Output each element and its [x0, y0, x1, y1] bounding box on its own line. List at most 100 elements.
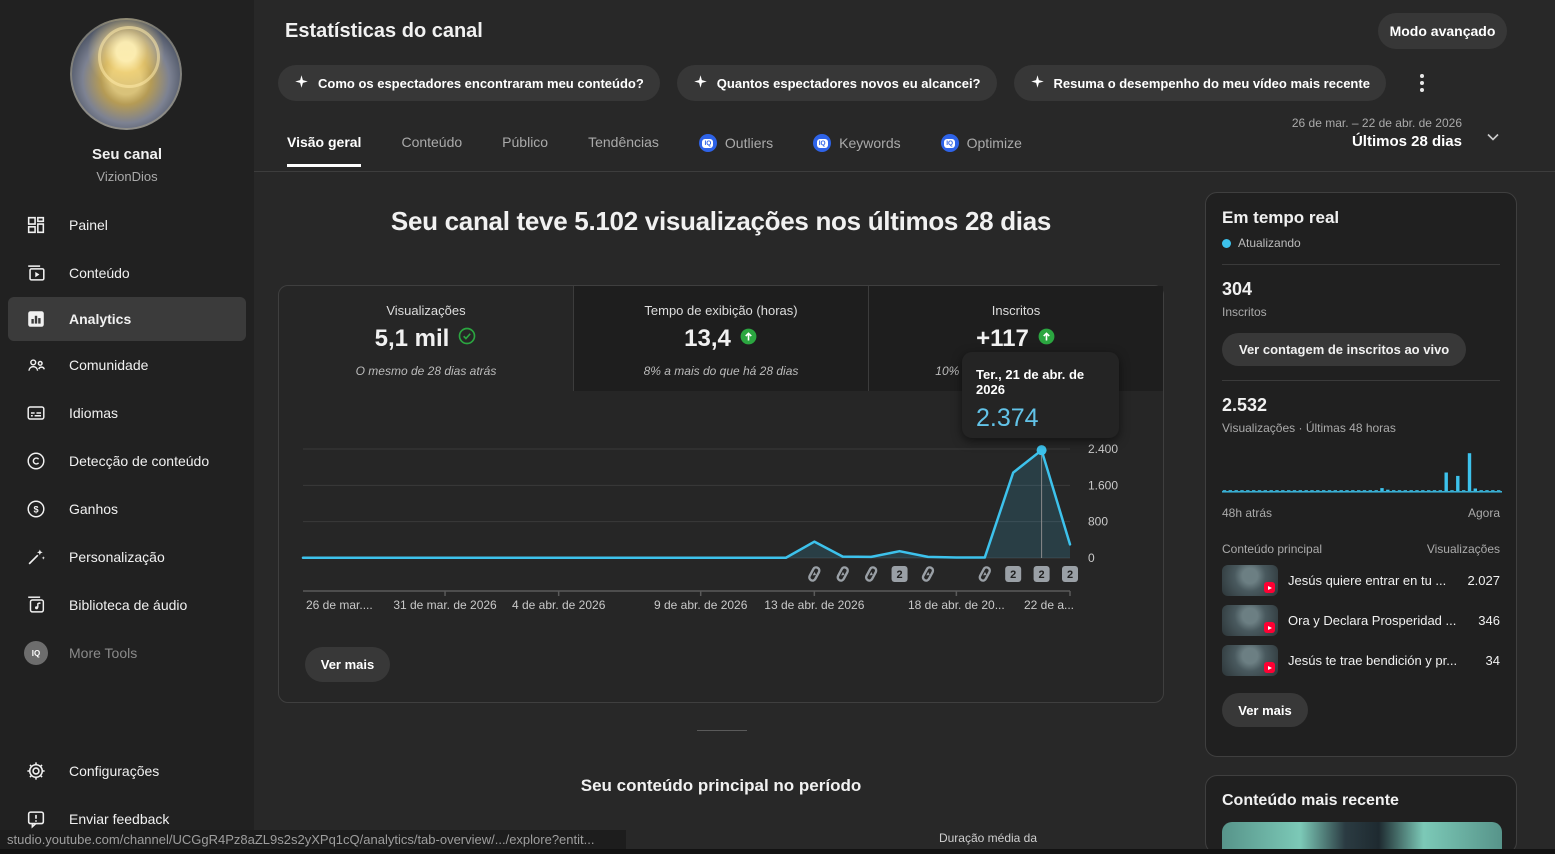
realtime-bar	[1339, 490, 1343, 491]
realtime-bar	[1450, 490, 1454, 491]
sidebar-item-enviar-feedback[interactable]: Enviar feedback	[0, 795, 254, 843]
realtime-bar	[1333, 490, 1337, 491]
video-thumbnail	[1222, 565, 1278, 596]
sidebar-footer-menu: Configurações Enviar feedback	[0, 747, 254, 843]
sidebar-item-biblioteca-audio[interactable]: Biblioteca de áudio	[0, 581, 254, 629]
recent-video-thumbnail[interactable]	[1222, 822, 1502, 853]
realtime-subscribers-label: Inscritos	[1222, 305, 1267, 319]
realtime-bar	[1380, 488, 1384, 491]
video-count-marker[interactable]	[1033, 566, 1050, 582]
chip-latest-video-performance[interactable]: Resuma o desempenho do meu vídeo mais re…	[1013, 65, 1386, 101]
video-count-label: 2	[1039, 569, 1045, 581]
feedback-icon	[24, 807, 48, 831]
shorts-marker-icon[interactable]	[921, 566, 935, 582]
views-line-chart[interactable]: 0 800 1.600 2.400 26 de mar.... 31 de mar. de…	[279, 286, 1163, 702]
sidebar-item-analytics[interactable]: Analytics	[8, 297, 246, 341]
shorts-badge-icon	[1264, 662, 1275, 673]
top-content-heading: Seu conteúdo principal no período	[580, 776, 862, 795]
video-count-marker[interactable]	[1062, 566, 1078, 582]
magic-wand-icon	[24, 545, 48, 569]
shorts-marker-icon[interactable]	[808, 566, 821, 582]
realtime-bar	[1444, 472, 1448, 491]
realtime-bar	[1392, 490, 1396, 491]
realtime-bar	[1427, 490, 1431, 491]
realtime-bar	[1491, 490, 1495, 491]
date-range-picker[interactable]: 26 de mar. – 22 de abr. de 2026 Últimos …	[1220, 116, 1462, 150]
bottom-edge	[0, 849, 1555, 854]
tab-visao-geral[interactable]: Visão geral	[287, 134, 362, 167]
metric-card-visualizacoes[interactable]: Visualizações 5,1 mil O mesmo de 28 dias…	[279, 286, 574, 391]
realtime-bar	[1222, 490, 1227, 491]
sidebar-item-comunidade[interactable]: Comunidade	[0, 341, 254, 389]
realtime-see-more-button[interactable]: Ver mais	[1222, 693, 1308, 727]
metric-card-tempo-exibicao[interactable]: Tempo de exibição (horas) 13,4 8% a mais…	[574, 286, 869, 391]
tab-conteudo[interactable]: Conteúdo	[401, 134, 463, 150]
trend-up-icon	[1037, 325, 1056, 353]
overview-chart-card: Visualizações 5,1 mil O mesmo de 28 dias…	[278, 285, 1164, 703]
advanced-mode-button[interactable]: Modo avançado	[1378, 13, 1507, 49]
divider	[1222, 264, 1500, 265]
realtime-list-headers: Conteúdo principal Visualizações	[1222, 542, 1500, 556]
video-count-label: 2	[1010, 569, 1016, 581]
x-axis-tick-label: 22 de a...	[1024, 598, 1074, 612]
community-icon	[24, 353, 48, 377]
realtime-bar	[1275, 490, 1279, 491]
y-axis-tick-label: 800	[1088, 515, 1108, 529]
realtime-bar	[1322, 490, 1326, 491]
shorts-badge-icon	[1264, 582, 1275, 593]
realtime-bar	[1316, 490, 1320, 491]
tab-keywords[interactable]: IQ Keywords	[813, 134, 901, 166]
top-content-row[interactable]: Jesús quiere entrar en tu ... 2.027	[1222, 565, 1500, 596]
svg-text:$: $	[33, 505, 38, 515]
realtime-bar	[1287, 490, 1291, 491]
period-label: Últimos 28 dias	[1351, 133, 1462, 150]
realtime-card: Em tempo real Atualizando 304 Inscritos …	[1205, 192, 1517, 757]
section-divider	[697, 730, 747, 731]
chip-how-viewers-found[interactable]: Como os espectadores encontraram meu con…	[278, 65, 660, 101]
vidiq-icon: IQ	[698, 134, 717, 152]
realtime-views-label: Visualizações · Últimas 48 horas	[1222, 421, 1396, 435]
y-axis-tick-label: 2.400	[1088, 442, 1118, 456]
views-line	[301, 448, 1072, 560]
vidiq-gray-icon: IQ	[24, 641, 48, 665]
realtime-bar	[1421, 490, 1425, 491]
chip-new-viewers[interactable]: Quantos espectadores novos eu alcancei?	[676, 65, 997, 101]
x-axis-tick-label: 9 de abr. de 2026	[654, 598, 748, 612]
sidebar-item-personalizacao[interactable]: Personalização	[0, 533, 254, 581]
sidebar-item-ganhos[interactable]: $ Ganhos	[0, 485, 254, 533]
realtime-bar	[1368, 490, 1372, 491]
sidebar-item-idiomas[interactable]: Idiomas	[0, 389, 254, 437]
tab-publico[interactable]: Público	[502, 134, 549, 150]
sidebar-item-painel[interactable]: Painel	[0, 201, 254, 249]
shorts-marker-icon[interactable]	[836, 566, 849, 582]
shorts-marker-icon[interactable]	[978, 566, 991, 582]
x-axis-tick-label: 18 de abr. de 20...	[908, 598, 1005, 612]
video-count-marker[interactable]	[891, 566, 908, 582]
content-icon	[24, 261, 48, 285]
realtime-bar	[1362, 490, 1367, 491]
sidebar-item-deteccao[interactable]: Detecção de conteúdo	[0, 437, 254, 485]
realtime-bar	[1269, 490, 1273, 491]
tab-outliers[interactable]: IQ Outliers	[698, 134, 773, 166]
shorts-marker-icon[interactable]	[864, 566, 878, 582]
live-subscriber-count-button[interactable]: Ver contagem de inscritos ao vivo	[1222, 333, 1467, 366]
status-url-bar: studio.youtube.com/channel/UCGgR4Pz8aZL9…	[0, 830, 626, 849]
more-options-icon[interactable]	[1409, 70, 1435, 96]
channel-avatar[interactable]	[70, 18, 182, 130]
top-content-row[interactable]: Ora y Declara Prosperidad ... 346	[1222, 605, 1500, 636]
channel-name: Seu canal	[91, 146, 163, 163]
chevron-down-icon[interactable]	[1483, 127, 1503, 152]
video-count-marker[interactable]	[1005, 566, 1022, 582]
sidebar-item-configuracoes[interactable]: Configurações	[0, 747, 254, 795]
sidebar-item-more-tools[interactable]: IQ More Tools	[0, 629, 254, 677]
date-range-text: 26 de mar. – 22 de abr. de 2026	[1291, 116, 1462, 130]
realtime-bar	[1357, 490, 1361, 491]
channel-handle: VizionDios	[96, 169, 158, 184]
tab-optimize[interactable]: IQ Optimize	[940, 134, 1022, 166]
realtime-bar	[1497, 490, 1501, 491]
tab-tendencias[interactable]: Tendências	[588, 134, 659, 150]
vidiq-icon: IQ	[813, 134, 832, 152]
top-content-row[interactable]: Jesús te trae bendición y pr... 34	[1222, 645, 1500, 676]
see-more-button[interactable]: Ver mais	[305, 647, 390, 682]
sidebar-item-conteudo[interactable]: Conteúdo	[0, 249, 254, 297]
